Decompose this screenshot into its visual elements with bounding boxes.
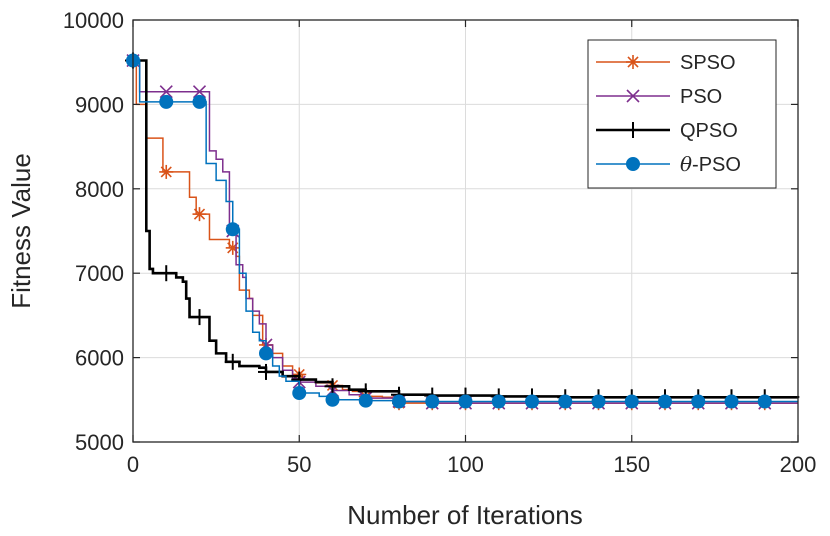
data-point-theta-pso [292,386,307,401]
data-point-pso [159,85,173,99]
data-point-theta-pso [624,394,639,409]
x-tick-label: 200 [780,452,817,477]
data-point-theta-pso [525,394,539,409]
series-line-pso [133,59,798,404]
legend-marker [626,55,640,69]
series-line-spso [133,59,798,404]
y-tick-label: 7000 [75,261,124,286]
legend-label: θ-PSO [680,152,741,176]
y-tick-label: 9000 [75,92,124,117]
data-point-qpso [324,378,341,395]
legend-entry-spso: SPSO [596,52,736,74]
tick-labels: 0 50 100 150 200 5000 6000 7000 8000 9000 10000 [63,8,817,477]
data-point-theta-pso [358,393,373,408]
y-tick-label: 10000 [63,8,124,33]
legend: SPSO PSO QPSO θ-PSO [587,39,777,189]
x-axis-title: Number of Iterations [347,500,583,530]
data-point-theta-pso [259,346,273,361]
data-point-theta-pso [558,394,573,409]
x-tick-label: 50 [287,452,311,477]
legend-label: QPSO [680,120,738,142]
y-tick-label: 8000 [75,177,124,202]
data-point-theta-pso [225,222,240,237]
x-tick-label: 0 [127,452,139,477]
series-theta-pso [126,53,798,409]
data-point-theta-pso [159,94,174,109]
data-point-theta-pso [491,394,506,409]
legend-marker [626,157,640,171]
data-point-theta-pso [691,394,706,409]
data-point-theta-pso [757,394,772,409]
legend-entry-pso: PSO [596,86,722,108]
data-point-theta-pso [425,394,440,409]
data-point-theta-pso [658,394,672,409]
axis-ticks [132,19,799,443]
series-group [125,52,800,411]
y-tick-label: 6000 [75,346,124,371]
data-point-theta-pso [724,394,739,409]
legend-marker [625,122,641,138]
data-point-qpso [258,363,274,380]
legend-entry-qpso: QPSO [596,120,738,142]
legend-entry-theta-pso: θ-PSO [596,152,741,176]
data-point-spso [225,240,240,255]
data-point-theta-pso [392,394,406,409]
data-point-theta-pso [192,94,207,109]
data-point-qpso [158,265,175,282]
data-point-theta-pso [591,394,606,409]
y-tick-label: 5000 [75,430,124,455]
data-point-pso [192,85,207,99]
y-axis-title: Fitness Value [6,153,36,309]
data-point-spso [192,207,207,222]
data-point-qpso [191,309,208,326]
x-tick-label: 150 [613,452,650,477]
data-point-spso [159,164,174,179]
data-point-theta-pso [325,392,340,407]
data-point-theta-pso [458,394,473,409]
legend-label: PSO [680,86,722,108]
data-point-qpso [224,353,241,370]
legend-marker [626,89,640,103]
legend-label: SPSO [680,52,736,74]
x-tick-label: 100 [447,452,484,477]
